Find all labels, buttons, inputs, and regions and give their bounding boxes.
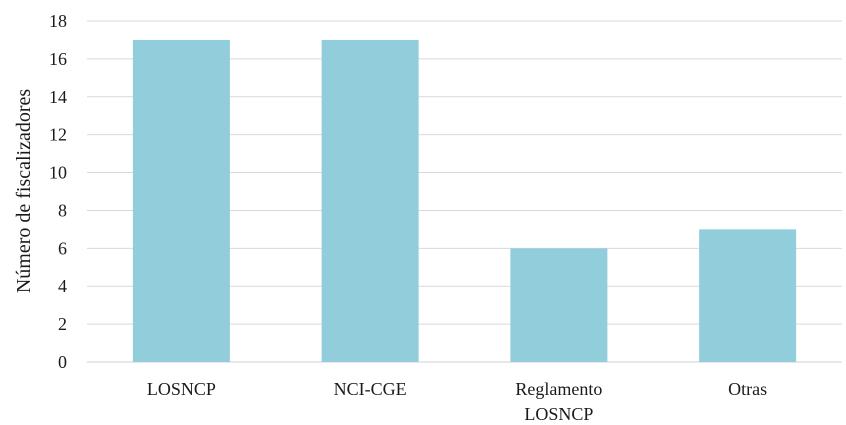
y-tick-label: 2 [58, 314, 67, 334]
y-tick-label: 10 [49, 163, 67, 183]
y-tick-labels: 0 2 4 6 8 10 12 14 16 18 [49, 11, 67, 372]
x-category-label: LOSNCP [147, 379, 216, 399]
y-tick-label: 0 [58, 352, 67, 372]
x-category-label: Otras [728, 379, 767, 399]
x-category-label-line: LOSNCP [147, 379, 216, 399]
y-tick-label: 18 [49, 11, 67, 31]
bar [510, 248, 608, 362]
bar [699, 229, 797, 362]
x-category-label: NCI-CGE [334, 379, 407, 399]
x-category-label-line: LOSNCP [524, 404, 593, 424]
y-tick-label: 12 [49, 125, 67, 145]
x-category-label-line: Reglamento [515, 379, 602, 399]
y-tick-label: 14 [49, 87, 67, 107]
y-tick-label: 8 [58, 200, 67, 220]
bar [132, 39, 230, 362]
x-category-label: Reglamento LOSNCP [515, 379, 602, 424]
y-tick-label: 16 [49, 49, 67, 69]
x-category-labels: LOSNCP NCI-CGE Reglamento LOSNCP Otras [147, 379, 767, 424]
y-axis-title: Número de fiscalizadores [13, 89, 35, 294]
bar [321, 39, 419, 362]
x-category-label-line: NCI-CGE [334, 379, 407, 399]
y-tick-label: 6 [58, 238, 67, 258]
x-category-label-line: Otras [728, 379, 767, 399]
y-tick-label: 4 [58, 276, 67, 296]
bars [132, 39, 797, 362]
